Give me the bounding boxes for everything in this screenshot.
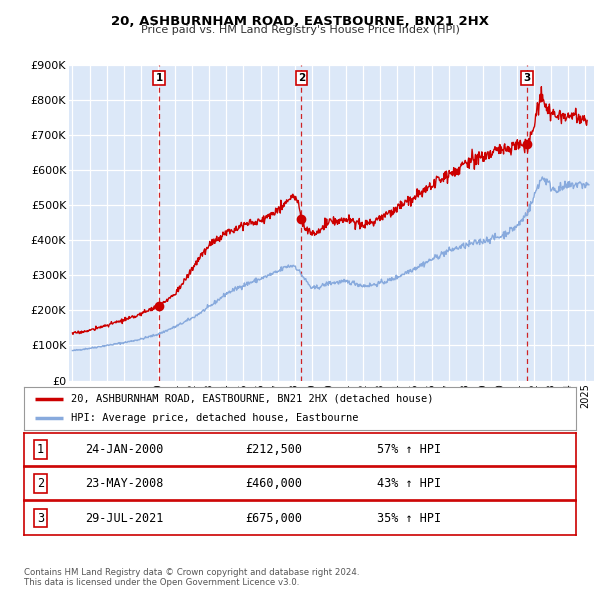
- Text: £212,500: £212,500: [245, 443, 302, 456]
- Text: 35% ↑ HPI: 35% ↑ HPI: [377, 512, 442, 525]
- Text: 1: 1: [155, 73, 163, 83]
- Text: 20, ASHBURNHAM ROAD, EASTBOURNE, BN21 2HX (detached house): 20, ASHBURNHAM ROAD, EASTBOURNE, BN21 2H…: [71, 394, 433, 404]
- Text: 43% ↑ HPI: 43% ↑ HPI: [377, 477, 442, 490]
- Text: 3: 3: [523, 73, 530, 83]
- Text: 57% ↑ HPI: 57% ↑ HPI: [377, 443, 442, 456]
- Text: 24-JAN-2000: 24-JAN-2000: [85, 443, 163, 456]
- Text: 20, ASHBURNHAM ROAD, EASTBOURNE, BN21 2HX: 20, ASHBURNHAM ROAD, EASTBOURNE, BN21 2H…: [111, 15, 489, 28]
- Text: Price paid vs. HM Land Registry's House Price Index (HPI): Price paid vs. HM Land Registry's House …: [140, 25, 460, 35]
- Text: 2: 2: [298, 73, 305, 83]
- Text: 1: 1: [37, 443, 44, 456]
- Text: 2: 2: [37, 477, 44, 490]
- Text: HPI: Average price, detached house, Eastbourne: HPI: Average price, detached house, East…: [71, 413, 358, 423]
- Text: 29-JUL-2021: 29-JUL-2021: [85, 512, 163, 525]
- Text: 23-MAY-2008: 23-MAY-2008: [85, 477, 163, 490]
- Text: £675,000: £675,000: [245, 512, 302, 525]
- Text: 3: 3: [37, 512, 44, 525]
- Text: Contains HM Land Registry data © Crown copyright and database right 2024.
This d: Contains HM Land Registry data © Crown c…: [24, 568, 359, 587]
- Text: £460,000: £460,000: [245, 477, 302, 490]
